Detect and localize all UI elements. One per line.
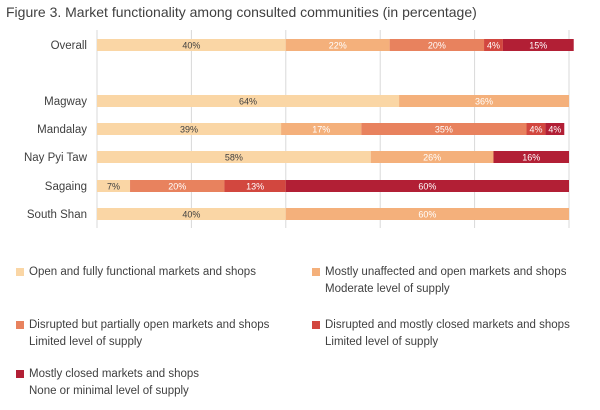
data-label: 4% [548, 125, 561, 135]
legend-swatch [312, 268, 320, 276]
legend-sublabel: None or minimal level of supply [29, 385, 189, 397]
bar-segment-magway-1 [97, 95, 400, 107]
bar-segment-magway-2 [399, 95, 569, 107]
legend-label: Disrupted and mostly closed markets and … [325, 319, 570, 331]
data-label: 7% [107, 182, 120, 192]
legend-sublabel: Moderate level of supply [325, 283, 450, 295]
legend-sublabel: Limited level of supply [29, 336, 143, 348]
data-label: 36% [475, 97, 493, 107]
data-label: 58% [225, 153, 243, 163]
data-label: 60% [418, 210, 436, 220]
data-label: 39% [180, 125, 198, 135]
stacked-bar-chart: Overall Magway Mandalay Nay Pyi Taw Sagaing S… [24, 30, 574, 228]
bar-segment-mandalay-1 [97, 123, 282, 135]
bar-segment-sagaing-5 [285, 180, 569, 192]
category-label-south-shan: South Shan [27, 209, 87, 221]
data-label: 17% [312, 125, 330, 135]
bar-segment-overall-4 [484, 39, 503, 51]
bar-segment-nay-pyi-taw-2 [370, 151, 494, 163]
data-label: 20% [168, 182, 186, 192]
data-label: 22% [329, 41, 347, 51]
bar-segment-mandalay-3 [361, 123, 527, 135]
bar-segment-mandalay-2 [281, 123, 362, 135]
legend-swatch [312, 321, 320, 329]
category-label-overall: Overall [51, 40, 87, 52]
legend-sublabel: Limited level of supply [325, 336, 439, 348]
legend-label: Mostly closed markets and shops [29, 368, 200, 380]
data-label: 64% [239, 97, 257, 107]
data-label: 40% [182, 210, 200, 220]
data-label: 4% [529, 125, 542, 135]
data-label: 60% [418, 182, 436, 192]
category-label-mandalay: Mandalay [37, 124, 87, 136]
bar-segment-nay-pyi-taw-1 [97, 151, 371, 163]
data-label: 16% [522, 153, 540, 163]
legend: Open and fully functional markets and sh… [16, 262, 596, 410]
bar-segment-overall-3 [389, 39, 485, 51]
legend-swatch [16, 268, 24, 276]
bar-segment-sagaing-3 [130, 180, 225, 192]
legend-label: Open and fully functional markets and sh… [29, 266, 256, 278]
bar-segment-overall-2 [285, 39, 390, 51]
bar-segment-south-shan-2 [285, 208, 569, 220]
data-label: 4% [487, 41, 500, 51]
chart-title: Figure 3. Market functionality among con… [6, 4, 477, 20]
bar-segment-south-shan-1 [97, 208, 286, 220]
category-label-nay-pyi-taw: Nay Pyi Taw [24, 152, 88, 164]
category-label-magway: Magway [44, 96, 87, 108]
legend-swatch [16, 321, 24, 329]
data-label: 15% [529, 41, 547, 51]
data-label: 20% [428, 41, 446, 51]
data-label: 40% [182, 41, 200, 51]
legend-label: Mostly unaffected and open markets and s… [325, 266, 567, 278]
category-label-sagaing: Sagaing [45, 181, 87, 193]
legend-label: Disrupted but partially open markets and… [29, 319, 270, 331]
bar-segment-mandalay-4 [526, 123, 546, 135]
bar-segment-nay-pyi-taw-5 [493, 151, 569, 163]
bar-segment-sagaing-4 [224, 180, 286, 192]
data-label: 13% [246, 182, 264, 192]
data-label: 26% [423, 153, 441, 163]
data-label: 35% [435, 125, 453, 135]
bar-segment-mandalay-5 [545, 123, 565, 135]
bar-segment-overall-1 [97, 39, 286, 51]
bar-segment-overall-5 [502, 39, 574, 51]
legend-swatch [16, 370, 24, 378]
bar-segment-sagaing-1 [97, 180, 131, 192]
